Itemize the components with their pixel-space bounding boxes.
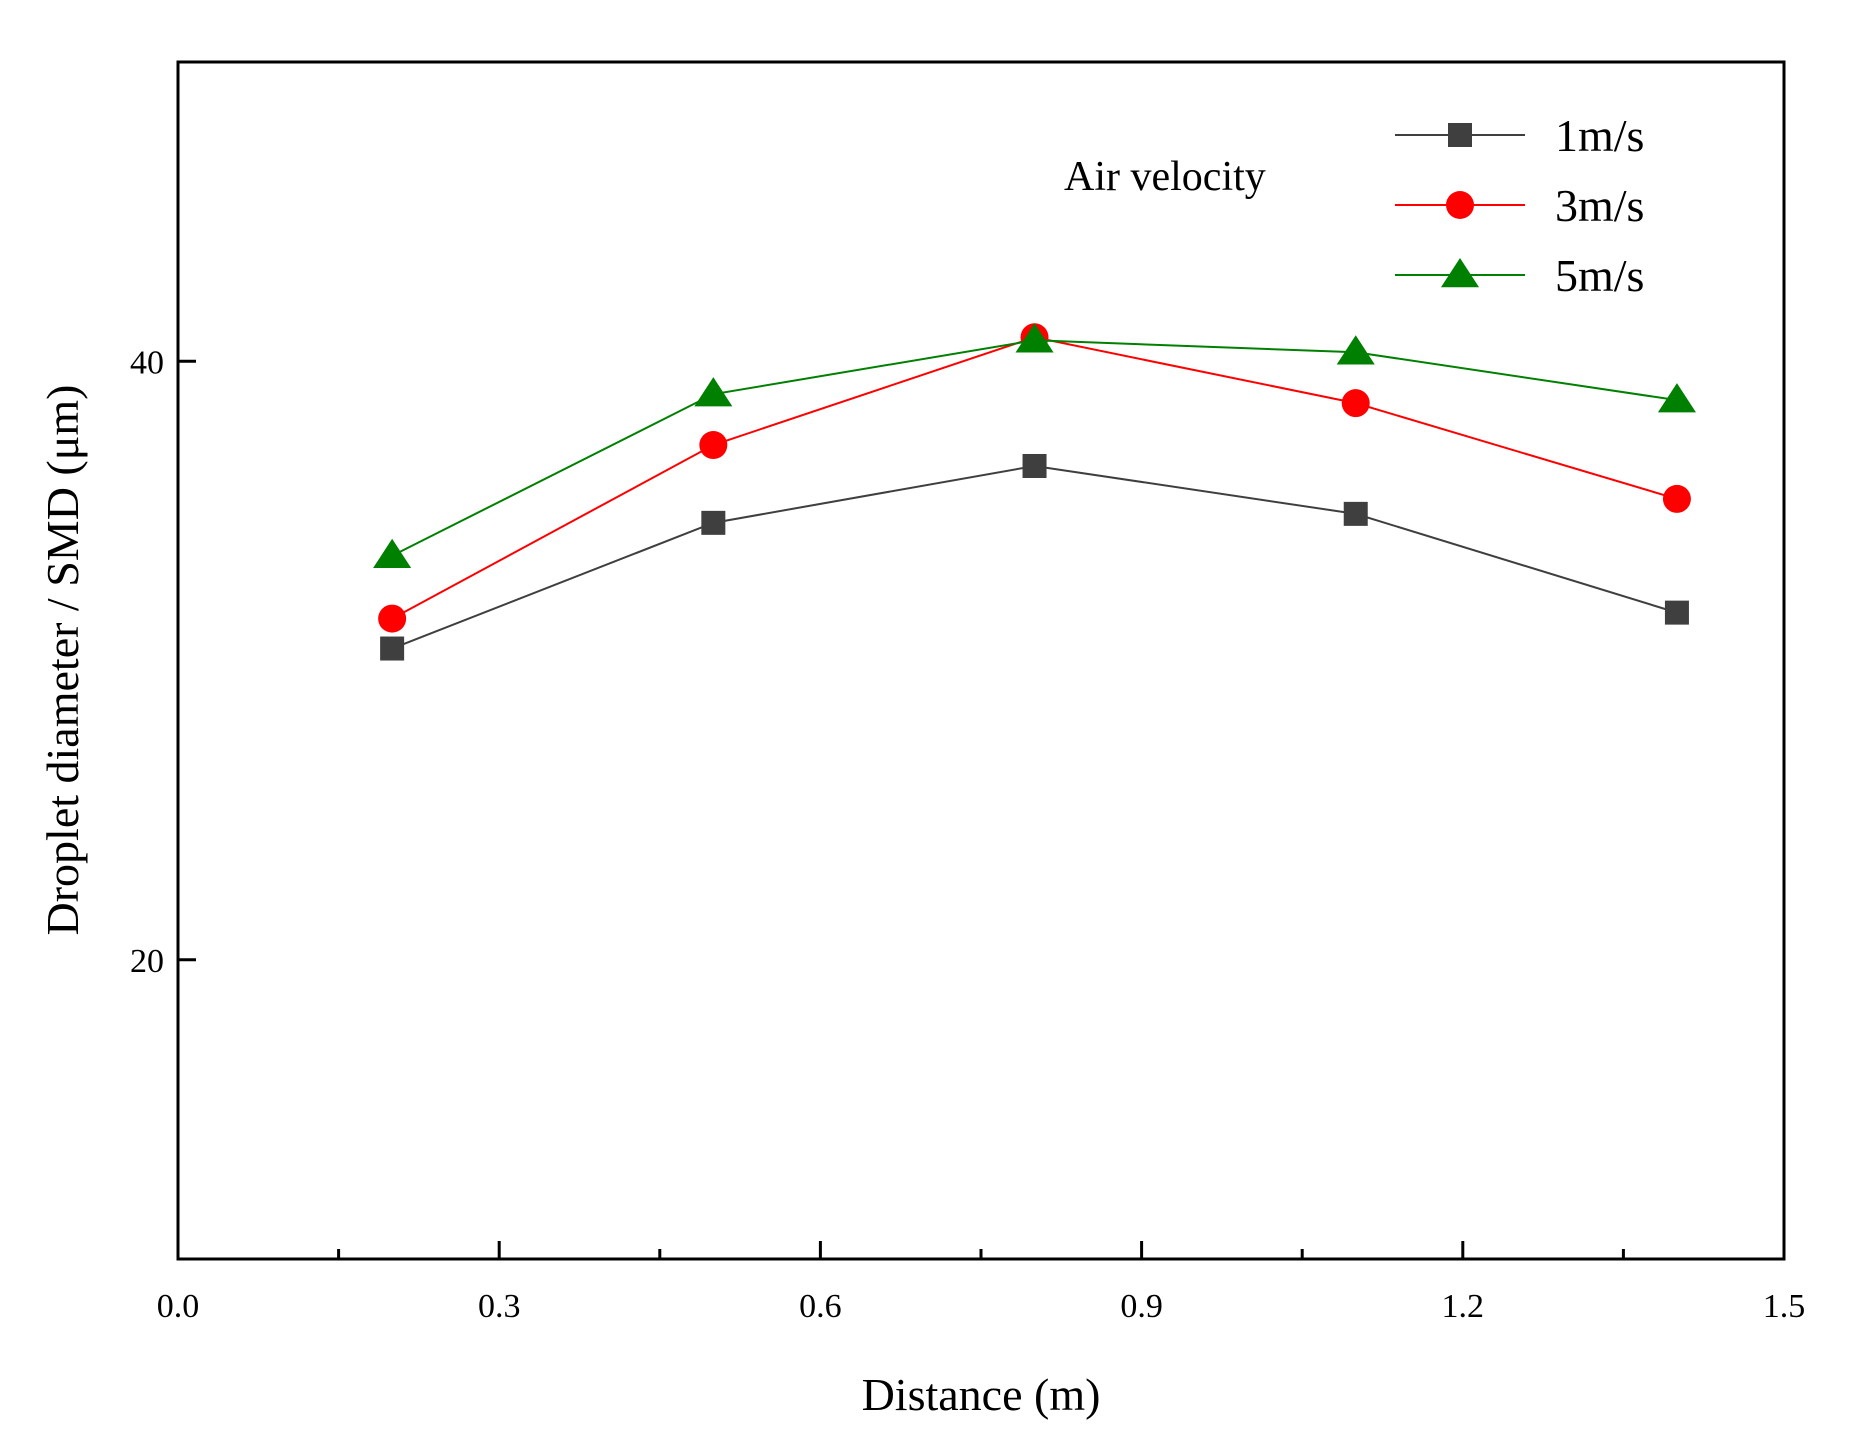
y-tick-label: 40	[130, 344, 164, 381]
data-point-1ms	[380, 636, 405, 661]
data-point-3ms	[1662, 484, 1691, 513]
legend-label: 5m/s	[1555, 250, 1644, 301]
series-1ms	[380, 453, 1689, 661]
legend-item-1ms: 1m/s	[1395, 110, 1644, 161]
series-line-5ms	[391, 339, 1678, 557]
x-tick-label: 0.3	[478, 1288, 521, 1325]
legend-item-3ms: 3m/s	[1395, 180, 1644, 231]
x-tick-label: 0.9	[1120, 1288, 1163, 1325]
series-layer	[373, 323, 1696, 661]
x-axis-title: Distance (m)	[862, 1369, 1101, 1420]
data-point-1ms	[1664, 600, 1689, 625]
x-tick-label: 0.6	[799, 1288, 842, 1325]
data-point-1ms	[701, 510, 726, 535]
y-axis-title: Droplet diameter / SMD (μm)	[37, 385, 88, 936]
legend-label: 1m/s	[1555, 110, 1644, 161]
series-5ms	[373, 323, 1696, 569]
data-point-1ms	[1343, 501, 1368, 526]
legend: Air velocity 1m/s 3m/s 5m/s	[1064, 110, 1644, 301]
legend-title: Air velocity	[1064, 154, 1266, 200]
data-point-1ms	[1022, 453, 1047, 478]
data-point-5ms	[1336, 335, 1375, 365]
legend-marker	[1446, 191, 1474, 219]
legend-marker	[1448, 123, 1472, 147]
data-point-3ms	[699, 431, 728, 460]
x-tick-label: 0.0	[157, 1288, 200, 1325]
data-point-5ms	[694, 377, 733, 407]
y-tick-label: 20	[130, 943, 164, 980]
data-point-5ms	[1657, 383, 1696, 413]
data-point-3ms	[1341, 389, 1370, 418]
x-tick-label: 1.5	[1763, 1288, 1806, 1325]
x-tick-label: 1.2	[1442, 1288, 1485, 1325]
plot-area-frame	[176, 60, 1786, 1261]
series-line-1ms	[391, 464, 1678, 650]
legend-item-5ms: 5m/s	[1395, 250, 1644, 301]
legend-marker	[1440, 258, 1480, 288]
data-point-3ms	[378, 604, 407, 633]
x-axis: 0.0 0.3 0.6 0.9 1.2 1.5	[157, 1241, 1806, 1325]
legend-label: 3m/s	[1555, 180, 1644, 231]
data-point-5ms	[1015, 323, 1054, 353]
data-point-5ms	[373, 538, 412, 569]
